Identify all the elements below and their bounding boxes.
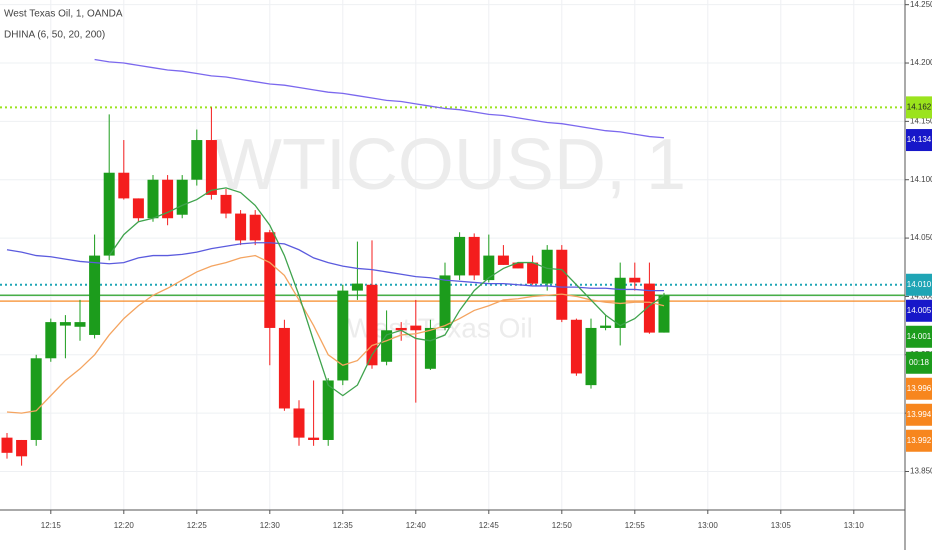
price-badge — [906, 96, 932, 119]
price-badge-label: 13.992 — [907, 436, 932, 445]
candle-body — [235, 213, 247, 241]
x-tick-label: 12:45 — [479, 521, 500, 530]
x-tick-label: 12:55 — [625, 521, 646, 530]
candle-body — [118, 172, 130, 199]
candle-body — [74, 322, 86, 327]
y-tick-label: 13.850 — [910, 467, 932, 476]
candle-body — [600, 325, 612, 328]
candle-body — [59, 322, 71, 326]
price-badge — [906, 351, 932, 374]
candle-body — [541, 249, 553, 284]
price-badge — [906, 429, 932, 452]
price-badge-label: 14.005 — [907, 306, 932, 315]
moving-average-line — [6, 242, 664, 292]
candle-body — [191, 140, 203, 180]
price-badge-label: 14.001 — [907, 332, 932, 341]
candle-body — [30, 358, 42, 440]
candle-body — [658, 295, 670, 333]
candle-body — [176, 179, 188, 215]
price-badge-label: 14.010 — [907, 280, 932, 289]
candle-body — [585, 327, 597, 386]
indicator-label: DHINA (6, 50, 20, 200) — [4, 30, 105, 41]
candle-body — [293, 408, 305, 438]
price-badge-label: 13.996 — [907, 384, 932, 393]
candle-body — [264, 232, 276, 328]
price-badge — [906, 299, 932, 322]
price-badge-label: 14.134 — [907, 135, 932, 144]
candle-body — [497, 255, 509, 265]
candle-body — [381, 330, 393, 362]
candle-body — [643, 283, 655, 333]
x-tick-label: 12:15 — [41, 521, 62, 530]
x-tick-label: 12:35 — [333, 521, 354, 530]
candle-body — [629, 277, 641, 283]
candle-body — [570, 319, 582, 374]
candle-body — [468, 236, 480, 276]
x-tick-label: 12:50 — [552, 521, 573, 530]
x-tick-label: 13:05 — [771, 521, 792, 530]
candle-body — [483, 255, 495, 281]
candle-body — [249, 214, 261, 241]
x-tick-label: 13:10 — [844, 521, 865, 530]
y-tick-label: 14.200 — [910, 58, 932, 67]
candle-body — [45, 322, 57, 359]
moving-average-line — [94, 58, 665, 139]
candle-body — [512, 262, 524, 269]
candle-body — [366, 284, 378, 366]
candle-body — [89, 255, 101, 335]
candle-body — [205, 140, 217, 195]
candle-body — [395, 327, 407, 331]
x-tick-label: 13:00 — [698, 521, 719, 530]
candle-body — [1, 437, 13, 453]
candle-body — [162, 179, 174, 219]
candle-body — [16, 439, 28, 457]
candle-body — [147, 179, 159, 219]
candle-body — [337, 290, 349, 381]
candle-body — [439, 275, 451, 328]
y-tick-label: 14.100 — [910, 175, 932, 184]
moving-average-line — [108, 187, 665, 397]
y-tick-label: 14.000 — [910, 292, 932, 301]
candle-body — [322, 380, 334, 440]
price-badge-label: 14.162 — [907, 102, 932, 111]
watermark: WTICOUSD, 1 — [214, 125, 686, 205]
chart-title: West Texas Oil, 1, OANDA — [4, 9, 123, 20]
price-badge — [906, 377, 932, 400]
x-tick-label: 12:40 — [406, 521, 427, 530]
price-badge — [906, 129, 932, 152]
plot — [0, 58, 905, 466]
price-badge-label: 13.994 — [907, 410, 932, 419]
y-tick-label: 14.150 — [910, 116, 932, 125]
candle-body — [527, 262, 539, 284]
candle-body — [351, 283, 363, 291]
axes: 13.85013.90013.95014.00014.05014.10014.1… — [41, 0, 932, 530]
price-badge — [906, 325, 932, 348]
x-tick-label: 12:20 — [114, 521, 135, 530]
x-tick-label: 12:25 — [187, 521, 208, 530]
candle-body — [308, 437, 320, 440]
candle-body — [132, 198, 144, 219]
y-tick-label: 14.050 — [910, 233, 932, 242]
price-badge-label: 00:18 — [909, 358, 930, 367]
candle-body — [410, 325, 422, 331]
candle-body — [424, 327, 436, 369]
price-badge — [906, 273, 932, 296]
candle-body — [278, 327, 290, 409]
candle-body — [220, 194, 232, 214]
moving-average-line — [6, 254, 665, 414]
candle-body — [454, 236, 466, 276]
y-tick-label: 14.250 — [910, 0, 932, 9]
x-tick-label: 12:30 — [260, 521, 281, 530]
candle-body — [103, 172, 115, 256]
candle-body — [556, 249, 568, 320]
price-badge — [906, 403, 932, 426]
